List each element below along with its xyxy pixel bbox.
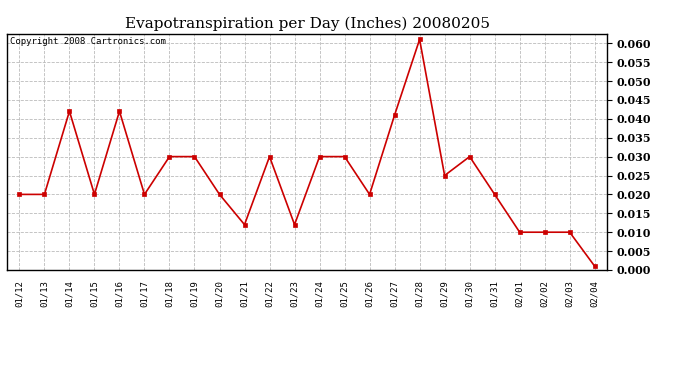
- Text: Copyright 2008 Cartronics.com: Copyright 2008 Cartronics.com: [10, 37, 166, 46]
- Title: Evapotranspiration per Day (Inches) 20080205: Evapotranspiration per Day (Inches) 2008…: [125, 17, 489, 31]
